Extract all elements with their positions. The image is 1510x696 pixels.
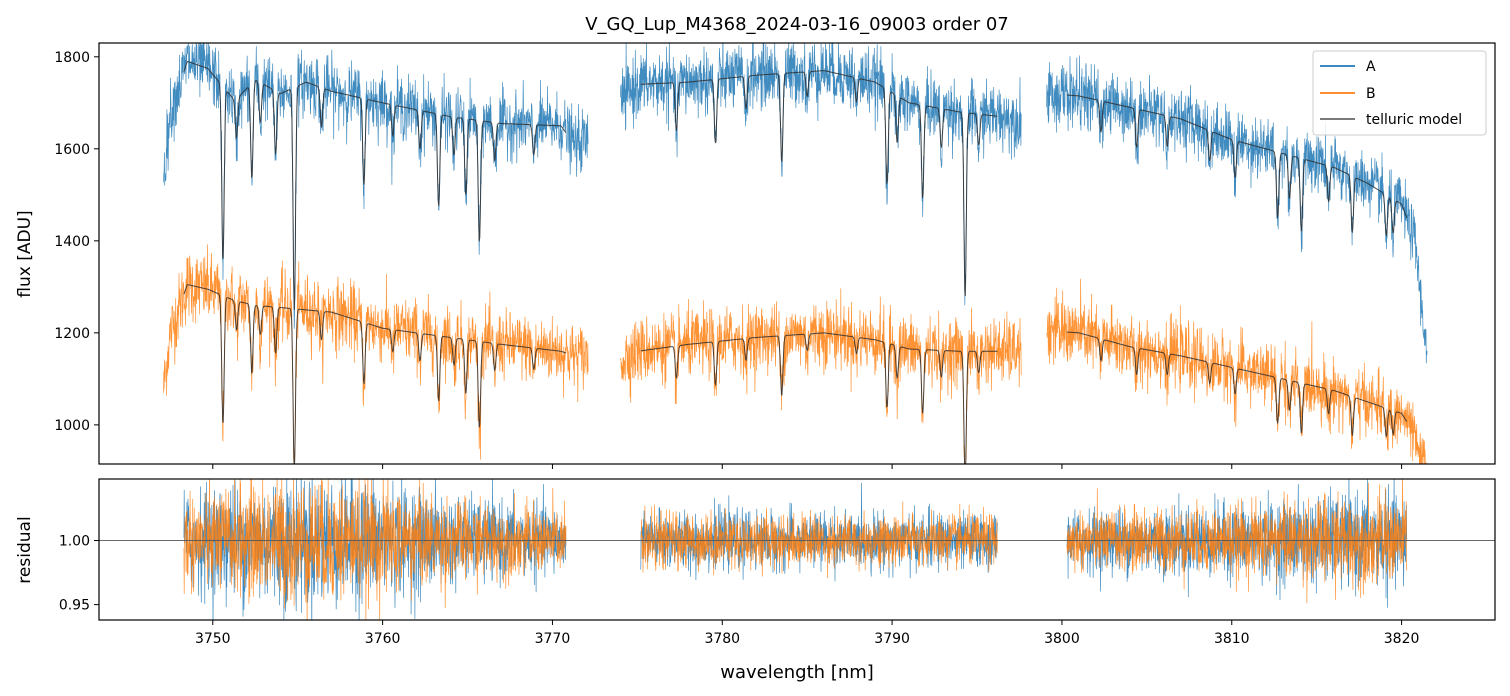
legend: A B telluric model <box>1312 50 1487 136</box>
telluric-model-b-segment-1 <box>183 284 567 464</box>
legend-label-a: A <box>1366 59 1376 75</box>
series-a-segment-1 <box>163 43 589 329</box>
legend-frame <box>1312 50 1487 136</box>
x-tick-label: 3750 <box>195 631 231 647</box>
legend-label-telluric-model: telluric model <box>1366 112 1462 128</box>
residual-y-ticks: 0.95 1.00 <box>59 534 99 614</box>
x-axis-label: wavelength [nm] <box>720 662 874 683</box>
flux-y-tick-label: 1800 <box>54 50 90 66</box>
x-tick-label: 3770 <box>535 631 571 647</box>
x-tick-label: 3790 <box>874 631 910 647</box>
residual-axes-frame <box>98 478 1496 621</box>
series-b-segment-1 <box>163 244 589 464</box>
residual-b-segment-1 <box>183 479 567 620</box>
telluric-model-b-segment-2 <box>640 332 998 464</box>
series-b-segment-2 <box>620 288 1022 464</box>
residual-plot-area <box>99 479 1495 620</box>
telluric-model-a-segment-2 <box>640 70 998 297</box>
x-tick-label: 3810 <box>1214 631 1250 647</box>
x-tick-label: 3800 <box>1044 631 1080 647</box>
chart-title: V_GQ_Lup_M4368_2024-03-16_09003 order 07 <box>585 14 1009 35</box>
residual-x-ticks: 3750 3760 3770 3780 3790 3800 3810 3820 <box>195 620 1419 647</box>
flux-y-axis-label: flux [ADU] <box>15 210 35 297</box>
residual-panel: 0.95 1.00 3750 3760 3770 3780 3790 3800 3810 382… <box>15 478 1496 683</box>
flux-panel: 1000 1200 1400 1600 1800 flux [ADU] A B tell… <box>15 42 1496 469</box>
flux-y-tick-label: 1000 <box>54 418 90 434</box>
telluric-model-b-segment-3 <box>1066 331 1408 437</box>
residual-b-segment-2 <box>640 501 998 579</box>
flux-y-tick-label: 1400 <box>54 234 90 250</box>
flux-x-ticks <box>212 464 1403 469</box>
x-tick-label: 3780 <box>704 631 740 647</box>
flux-y-tick-label: 1200 <box>54 326 90 342</box>
series-a-segment-2 <box>620 43 1022 306</box>
x-tick-label: 3760 <box>365 631 401 647</box>
x-tick-label: 3820 <box>1384 631 1420 647</box>
flux-plot-area <box>163 43 1428 464</box>
flux-axes-frame <box>98 42 1496 465</box>
residual-y-tick-label: 0.95 <box>59 598 90 614</box>
telluric-model-a-segment-1 <box>183 60 567 310</box>
telluric-model-a-segment-3 <box>1067 94 1408 237</box>
residual-y-tick-label: 1.00 <box>59 534 90 550</box>
residual-y-axis-label: residual <box>15 516 35 583</box>
legend-label-b: B <box>1366 86 1376 102</box>
residual-b-segment-3 <box>1066 479 1408 604</box>
flux-y-ticks: 1000 1200 1400 1600 1800 <box>54 50 99 434</box>
flux-y-tick-label: 1600 <box>54 142 90 158</box>
